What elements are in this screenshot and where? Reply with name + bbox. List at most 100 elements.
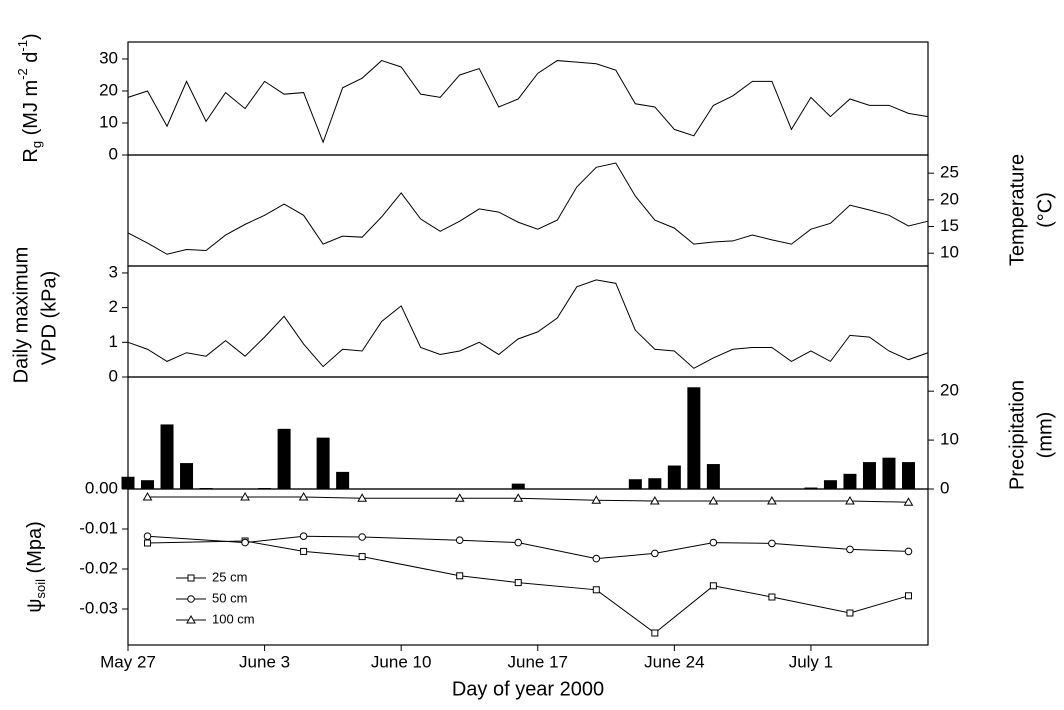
x-axis-label: Day of year 2000 xyxy=(452,678,604,700)
marker xyxy=(240,491,250,501)
marker xyxy=(846,545,854,554)
panel-frame xyxy=(127,41,929,156)
y-axis-label: Precipitation xyxy=(1006,380,1028,490)
y-tick-label: 10 xyxy=(99,112,118,131)
bar xyxy=(667,465,681,489)
y-tick-label: 30 xyxy=(99,48,118,67)
x-tick-label: July 1 xyxy=(789,652,833,671)
y-tick-label: 1 xyxy=(109,332,118,351)
y-tick-label: 15 xyxy=(940,216,959,235)
marker xyxy=(709,582,717,590)
bar xyxy=(628,479,642,489)
marker xyxy=(514,538,523,547)
marker xyxy=(649,495,660,505)
x-tick-label: June 24 xyxy=(644,652,705,671)
line xyxy=(127,162,929,255)
label-part: d xyxy=(20,52,42,69)
line xyxy=(127,279,929,369)
y-tick-label: 0.00 xyxy=(85,478,118,497)
marker xyxy=(904,592,912,600)
legend-marker xyxy=(186,614,196,624)
y-axis-label: (°C) xyxy=(1034,192,1056,228)
y-tick-label: 25 xyxy=(940,163,959,182)
y-tick-label: 20 xyxy=(99,80,118,99)
y-axis-label: VPD (kPa) xyxy=(38,271,60,365)
marker xyxy=(592,586,600,594)
legend-marker xyxy=(187,595,195,603)
y-axis-label: Daily maximum xyxy=(10,247,32,384)
bar xyxy=(316,437,330,489)
legend-label: 25 cm xyxy=(212,569,247,584)
bar xyxy=(511,483,525,489)
marker xyxy=(357,493,368,502)
panel-frame xyxy=(127,265,929,378)
y-tick-label: 0 xyxy=(109,366,118,385)
label-part: R xyxy=(20,148,42,162)
marker xyxy=(514,579,522,587)
label-part: g xyxy=(29,141,44,148)
marker xyxy=(456,572,464,580)
y-axis-label: (mm) xyxy=(1034,412,1056,459)
bar xyxy=(706,464,720,489)
marker xyxy=(592,554,601,563)
line xyxy=(147,540,909,634)
y-tick-label: 2 xyxy=(109,297,118,316)
bar xyxy=(648,478,662,489)
bar xyxy=(121,476,135,489)
marker xyxy=(300,547,308,555)
y-axis-label: ψsoil (Mpa) xyxy=(24,521,48,613)
label-part: (Mpa) xyxy=(24,521,46,579)
y-tick-label: -0.01 xyxy=(79,518,118,537)
marker xyxy=(298,491,309,501)
line xyxy=(147,535,909,560)
y-tick-label: 3 xyxy=(109,262,118,281)
y-tick-label: 0 xyxy=(940,478,949,497)
marker xyxy=(241,538,249,547)
marker xyxy=(144,539,152,547)
y-axis-label: Temperature xyxy=(1006,154,1028,266)
line xyxy=(127,60,929,144)
marker xyxy=(358,553,366,561)
line xyxy=(147,496,909,503)
label-part: ψ xyxy=(24,599,46,613)
bar xyxy=(862,462,876,489)
marker xyxy=(358,533,366,541)
bar xyxy=(882,457,896,489)
label-part: soil xyxy=(33,579,48,599)
marker xyxy=(709,538,718,547)
bar xyxy=(687,387,701,489)
marker xyxy=(455,536,464,545)
marker xyxy=(845,495,855,505)
marker xyxy=(768,539,776,548)
y-tick-label: -0.02 xyxy=(79,558,118,577)
y-tick-label: 20 xyxy=(940,381,959,400)
x-tick-label: June 10 xyxy=(371,652,432,671)
y-axis-label: Rg (MJ m-2 d-1) xyxy=(15,33,44,162)
legend-label: 100 cm xyxy=(212,611,255,626)
marker xyxy=(299,532,308,541)
label-part: -2 xyxy=(15,68,30,80)
label-part: ) xyxy=(20,33,42,40)
marker xyxy=(903,497,914,506)
marker xyxy=(651,549,659,558)
marker xyxy=(708,495,719,505)
panel-frame xyxy=(127,376,929,490)
marker xyxy=(454,493,465,502)
x-tick-label: May 27 xyxy=(100,652,156,671)
bar xyxy=(141,480,155,489)
marker xyxy=(513,493,524,502)
panel-frame xyxy=(127,154,929,267)
marker xyxy=(142,491,153,501)
marker xyxy=(904,547,913,556)
legend-label: 50 cm xyxy=(212,590,247,605)
label-part: -1 xyxy=(15,40,30,52)
x-tick-label: June 3 xyxy=(239,652,290,671)
x-tick-label: June 17 xyxy=(508,652,569,671)
label-part: (MJ m xyxy=(20,80,42,141)
bar xyxy=(180,463,194,489)
y-tick-label: 10 xyxy=(940,243,959,262)
marker xyxy=(143,532,152,541)
marker xyxy=(768,593,776,601)
y-tick-label: 20 xyxy=(940,189,959,208)
legend-marker xyxy=(187,574,195,582)
